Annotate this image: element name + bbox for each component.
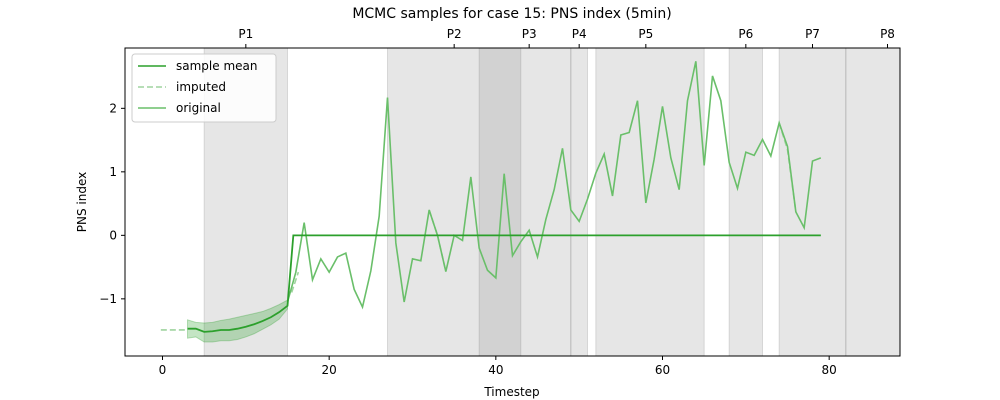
legend: sample mean imputed original	[131, 53, 277, 123]
x-axis-label: Timestep	[483, 385, 539, 399]
period-labels: P1 P2 P3 P4 P5 P6 P7 P8	[238, 27, 895, 48]
period-span-p8	[845, 47, 901, 357]
period-label-p6: P6	[738, 27, 753, 41]
period-span-p7	[778, 47, 847, 357]
chart-title: MCMC samples for case 15: PNS index (5mi…	[352, 6, 671, 22]
x-tick-label: 0	[159, 363, 167, 377]
period-label-p2: P2	[447, 27, 462, 41]
imputed-segment-2	[290, 271, 300, 293]
x-tick-label: 60	[655, 363, 670, 377]
x-tick-label: 40	[488, 363, 503, 377]
plot-frame	[124, 47, 901, 357]
period-label-p8: P8	[880, 27, 895, 41]
y-axis-ticks: −1 0 1 2	[99, 101, 125, 306]
legend-box	[131, 53, 277, 123]
y-axis-label: PNS index	[75, 172, 89, 232]
legend-label-original: original	[176, 101, 221, 115]
period-span-p3	[478, 47, 572, 357]
period-label-p4: P4	[572, 27, 587, 41]
y-tick-label: −1	[99, 292, 117, 306]
period-label-p1: P1	[238, 27, 253, 41]
x-tick-label: 20	[322, 363, 337, 377]
period-label-p3: P3	[522, 27, 537, 41]
legend-label-sample-mean: sample mean	[176, 59, 257, 73]
y-tick-label: 0	[109, 228, 117, 242]
y-tick-label: 2	[109, 101, 117, 115]
series-lines	[160, 61, 822, 333]
period-label-p7: P7	[805, 27, 820, 41]
y-tick-label: 1	[109, 165, 117, 179]
period-shading	[203, 47, 901, 357]
series-line-sample-mean	[187, 234, 821, 333]
period-span-p5	[595, 47, 705, 357]
period-span-p4	[570, 47, 588, 357]
period-span-p2	[387, 47, 522, 357]
x-tick-label: 80	[822, 363, 837, 377]
legend-label-imputed: imputed	[176, 80, 226, 94]
period-span-p6	[728, 47, 764, 357]
x-axis-ticks: 0 20 40 60 80	[159, 356, 837, 377]
period-label-p5: P5	[638, 27, 653, 41]
